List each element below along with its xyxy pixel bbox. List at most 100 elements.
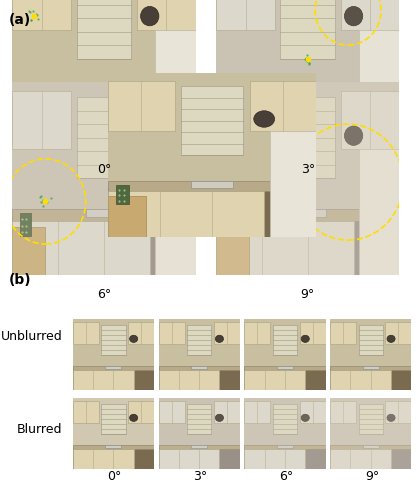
Circle shape xyxy=(301,336,310,342)
Bar xyxy=(77,97,131,178)
Bar xyxy=(73,402,99,423)
Bar xyxy=(158,322,185,344)
Polygon shape xyxy=(330,319,411,369)
Bar xyxy=(273,404,297,434)
Bar xyxy=(250,81,316,130)
Polygon shape xyxy=(12,82,196,217)
Polygon shape xyxy=(245,319,325,369)
Bar xyxy=(12,221,150,275)
Polygon shape xyxy=(108,73,316,188)
Polygon shape xyxy=(73,369,154,390)
Bar xyxy=(86,209,122,217)
Bar xyxy=(341,0,399,30)
Bar xyxy=(359,404,383,434)
Polygon shape xyxy=(330,398,411,448)
Bar xyxy=(245,370,305,390)
Bar xyxy=(101,404,126,434)
Bar xyxy=(108,81,175,130)
Bar xyxy=(214,402,240,423)
Bar xyxy=(137,91,196,149)
Bar xyxy=(270,130,316,238)
Bar xyxy=(330,366,411,370)
Text: 0°: 0° xyxy=(107,470,122,482)
Bar xyxy=(363,366,379,369)
Polygon shape xyxy=(12,0,196,98)
Bar xyxy=(12,90,196,102)
Text: 6°: 6° xyxy=(97,288,111,300)
Text: 9°: 9° xyxy=(365,470,379,482)
Circle shape xyxy=(215,414,223,422)
Bar xyxy=(73,445,154,449)
Text: 9°: 9° xyxy=(301,288,315,300)
Text: Unblurred: Unblurred xyxy=(1,330,62,344)
Bar xyxy=(128,322,154,344)
Bar xyxy=(158,370,220,390)
Polygon shape xyxy=(158,398,240,448)
Bar xyxy=(181,86,243,155)
Bar xyxy=(187,324,211,354)
Bar xyxy=(191,445,207,448)
Bar xyxy=(216,226,249,275)
Text: Blurred: Blurred xyxy=(17,423,62,436)
Bar xyxy=(330,370,391,390)
Bar xyxy=(359,149,399,275)
Text: (a): (a) xyxy=(8,12,30,26)
Text: 6°: 6° xyxy=(279,470,293,482)
Bar xyxy=(20,213,31,236)
Polygon shape xyxy=(12,98,196,156)
Bar xyxy=(73,366,154,370)
Circle shape xyxy=(387,336,395,342)
Circle shape xyxy=(215,336,223,342)
Bar xyxy=(155,149,196,275)
Polygon shape xyxy=(73,448,154,469)
Bar xyxy=(105,445,121,448)
Polygon shape xyxy=(245,448,325,469)
Polygon shape xyxy=(158,319,240,369)
Bar xyxy=(158,402,185,423)
Text: 3°: 3° xyxy=(301,163,315,176)
Bar xyxy=(330,322,356,344)
Bar xyxy=(216,91,275,149)
Circle shape xyxy=(129,336,138,342)
Bar xyxy=(216,0,275,30)
Bar xyxy=(330,449,391,469)
Circle shape xyxy=(344,126,363,146)
Bar xyxy=(330,402,356,423)
Bar xyxy=(12,107,45,156)
Polygon shape xyxy=(330,448,411,469)
Bar xyxy=(224,213,235,236)
Bar xyxy=(224,94,235,116)
Bar xyxy=(363,445,379,448)
Bar xyxy=(12,209,196,221)
Bar xyxy=(73,449,134,469)
Bar xyxy=(245,402,270,423)
Bar xyxy=(155,30,196,156)
Bar xyxy=(245,322,270,344)
Circle shape xyxy=(344,6,363,26)
Polygon shape xyxy=(158,448,240,469)
Bar xyxy=(77,0,131,58)
Bar xyxy=(108,182,316,192)
Bar xyxy=(300,322,325,344)
Polygon shape xyxy=(73,319,154,369)
Bar xyxy=(216,107,249,156)
Bar xyxy=(214,322,240,344)
Text: (b): (b) xyxy=(8,272,31,286)
Bar xyxy=(216,102,354,156)
Bar xyxy=(73,322,99,344)
Polygon shape xyxy=(158,369,240,390)
Bar xyxy=(12,226,45,275)
Bar xyxy=(20,94,31,116)
Polygon shape xyxy=(216,217,399,275)
Bar xyxy=(245,366,325,370)
Bar xyxy=(128,402,154,423)
Bar xyxy=(277,366,293,369)
Bar xyxy=(12,0,71,30)
Polygon shape xyxy=(216,82,399,217)
Bar xyxy=(280,97,335,178)
Bar xyxy=(245,445,325,449)
Circle shape xyxy=(254,111,275,127)
Polygon shape xyxy=(12,217,196,275)
Polygon shape xyxy=(216,0,399,98)
Bar xyxy=(277,445,293,448)
